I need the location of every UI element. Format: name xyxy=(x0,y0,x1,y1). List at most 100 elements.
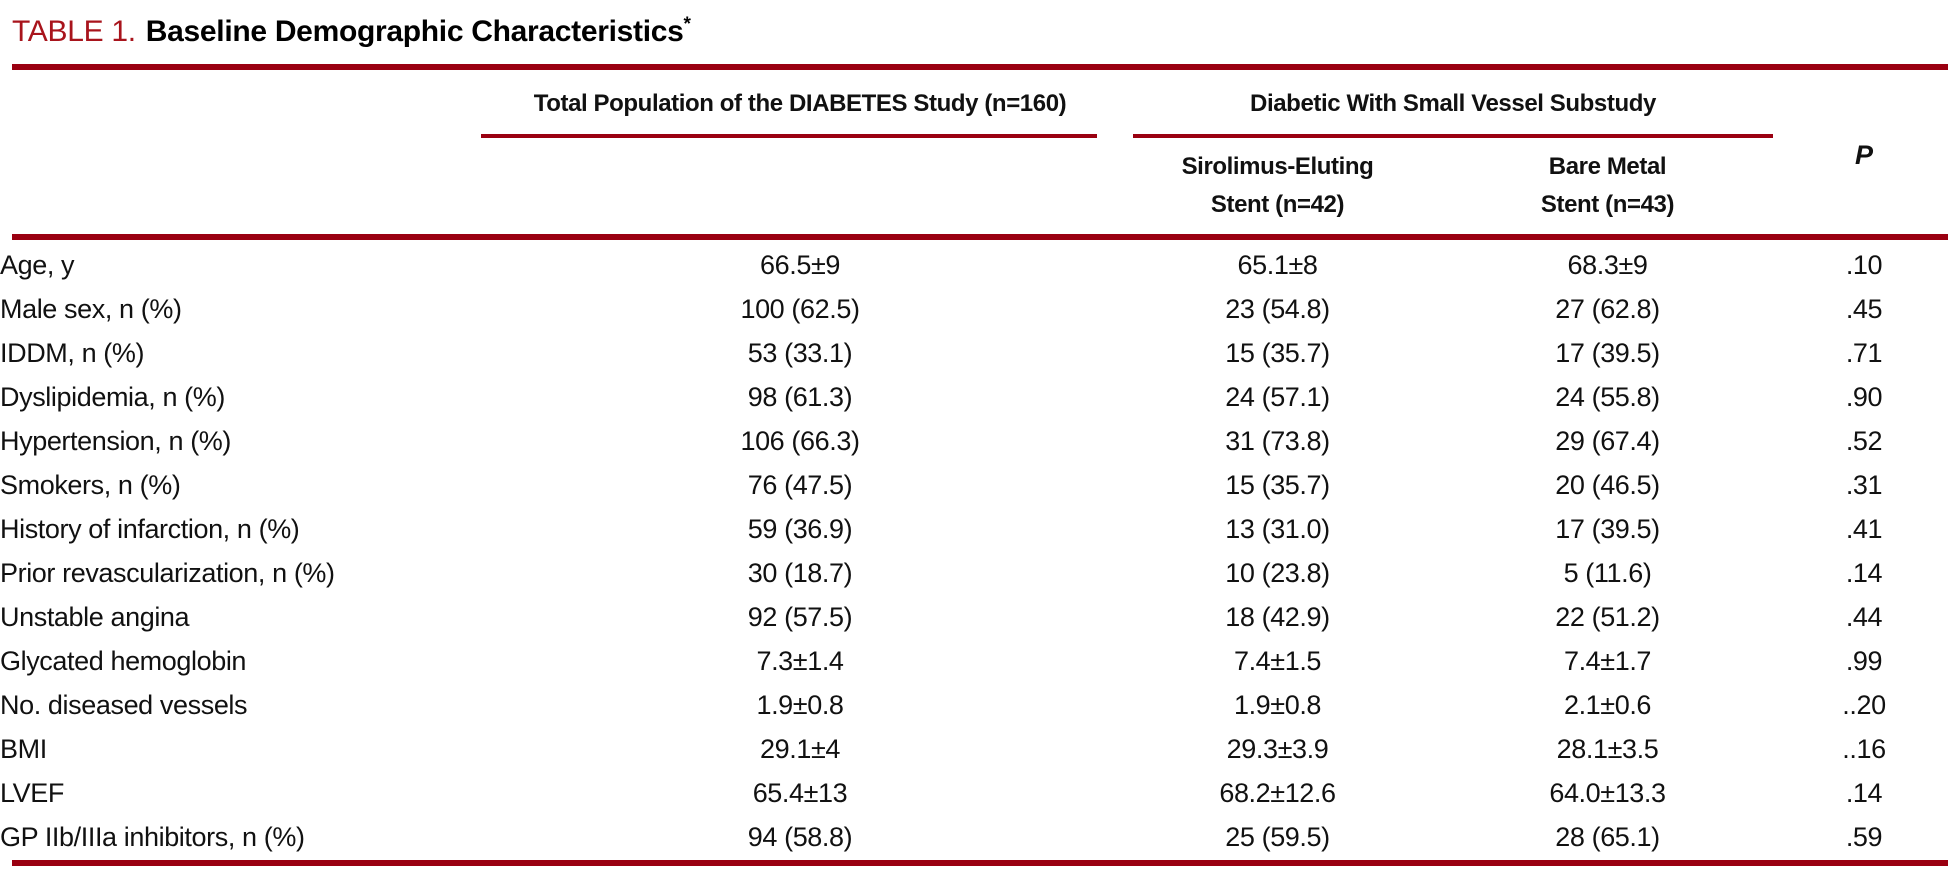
column-group-total-population: Total Population of the DIABETES Study (… xyxy=(533,90,1067,117)
cell-label: Dyslipidemia, n (%) xyxy=(0,381,225,412)
cell-label: GP IIb/IIIa inhibitors, n (%) xyxy=(0,821,305,852)
cell-bms: 28.1±3.5 xyxy=(1556,733,1659,764)
column-header-sirolimus-stent: Sirolimus-Eluting Stent (n=42) xyxy=(1110,148,1445,224)
cell-total: 30 (18.7) xyxy=(747,557,853,588)
cell-total: 59 (36.9) xyxy=(747,513,853,544)
bottom-rule xyxy=(12,860,1948,866)
cell-total: 92 (57.5) xyxy=(747,601,853,632)
cell-ses: 65.1±8 xyxy=(1237,249,1318,280)
table-row: Smokers, n (%) 76 (47.5) 15 (35.7) 20 (46.5… xyxy=(0,463,1958,507)
cell-total: 100 (62.5) xyxy=(740,293,860,324)
cell-ses: 18 (42.9) xyxy=(1225,601,1330,632)
column-header-p-value: P xyxy=(1854,140,1873,170)
cell-bms: 68.3±9 xyxy=(1567,249,1648,280)
cell-ses: 29.3±3.9 xyxy=(1226,733,1329,764)
cell-total: 66.5±9 xyxy=(760,249,840,280)
table-row: Age, y 66.5±9 65.1±8 68.3±9 .10 xyxy=(0,243,1958,287)
table-row: LVEF 65.4±13 68.2±12.6 64.0±13.3 .14 xyxy=(0,771,1958,815)
cell-label: Smokers, n (%) xyxy=(0,469,181,500)
cell-ses: 25 (59.5) xyxy=(1225,821,1330,852)
cell-bms: 29 (67.4) xyxy=(1555,425,1660,456)
cell-ses: 24 (57.1) xyxy=(1225,381,1330,412)
table-row: Unstable angina 92 (57.5) 18 (42.9) 22 (51.… xyxy=(0,595,1958,639)
cell-p: .44 xyxy=(1845,601,1883,632)
cell-label: BMI xyxy=(0,733,47,764)
cell-total: 94 (58.8) xyxy=(747,821,853,852)
cell-bms: 2.1±0.6 xyxy=(1563,689,1652,720)
cell-bms: 64.0±13.3 xyxy=(1549,777,1666,808)
cell-total: 98 (61.3) xyxy=(747,381,853,412)
cell-label: IDDM, n (%) xyxy=(0,337,145,368)
cell-p: .31 xyxy=(1845,469,1883,500)
cell-ses: 7.4±1.5 xyxy=(1233,645,1322,676)
cell-bms: 17 (39.5) xyxy=(1555,513,1660,544)
cell-p: ..20 xyxy=(1842,689,1886,720)
column-header-sirolimus-line1: Sirolimus-Eluting xyxy=(1181,153,1374,180)
column-header-bare-metal-stent: Bare Metal Stent (n=43) xyxy=(1445,148,1770,224)
cell-label: Age, y xyxy=(0,249,75,280)
cell-bms: 7.4±1.7 xyxy=(1563,645,1652,676)
table-row: History of infarction, n (%) 59 (36.9) 13 … xyxy=(0,507,1958,551)
table-row: Male sex, n (%) 100 (62.5) 23 (54.8) 27 (62… xyxy=(0,287,1958,331)
cell-label: Prior revascularization, n (%) xyxy=(0,557,335,588)
column-group-substudy: Diabetic With Small Vessel Substudy xyxy=(1250,90,1656,117)
table-row: Prior revascularization, n (%) 30 (18.7) 1… xyxy=(0,551,1958,595)
cell-total: 76 (47.5) xyxy=(747,469,853,500)
top-rule xyxy=(12,64,1948,70)
cell-total: 65.4±13 xyxy=(752,777,848,808)
cell-bms: 27 (62.8) xyxy=(1555,293,1660,324)
cell-p: .99 xyxy=(1845,645,1883,676)
cell-p: .71 xyxy=(1845,337,1883,368)
cell-ses: 68.2±12.6 xyxy=(1219,777,1336,808)
cell-ses: 13 (31.0) xyxy=(1225,513,1330,544)
cell-p: .52 xyxy=(1845,425,1883,456)
column-header-sirolimus-line2: Stent (n=42) xyxy=(1210,191,1345,218)
table-row: No. diseased vessels 1.9±0.8 1.9±0.8 2.1±0.… xyxy=(0,683,1958,727)
cell-label: Male sex, n (%) xyxy=(0,293,182,324)
cell-p: .10 xyxy=(1845,249,1883,280)
cell-ses: 15 (35.7) xyxy=(1225,337,1330,368)
cell-total: 53 (33.1) xyxy=(747,337,853,368)
table-row: BMI 29.1±4 29.3±3.9 28.1±3.5 ..16 xyxy=(0,727,1958,771)
cell-p: .14 xyxy=(1845,557,1883,588)
cell-bms: 22 (51.2) xyxy=(1555,601,1660,632)
table-row: Hypertension, n (%) 106 (66.3) 31 (73.8) 29… xyxy=(0,419,1958,463)
cell-label: Hypertension, n (%) xyxy=(0,425,231,456)
header-body-separator-rule xyxy=(12,234,1948,240)
table-number-label: TABLE 1. xyxy=(12,15,136,48)
cell-p: .14 xyxy=(1845,777,1883,808)
cell-ses: 15 (35.7) xyxy=(1225,469,1330,500)
column-header-bare-metal-line1: Bare Metal xyxy=(1548,153,1667,180)
table-row: Dyslipidemia, n (%) 98 (61.3) 24 (57.1) 24 … xyxy=(0,375,1958,419)
cell-bms: 20 (46.5) xyxy=(1555,469,1660,500)
cell-p: .45 xyxy=(1845,293,1883,324)
cell-bms: 24 (55.8) xyxy=(1555,381,1660,412)
column-header-bare-metal-line2: Stent (n=43) xyxy=(1540,191,1675,218)
total-population-underline xyxy=(481,134,1097,138)
cell-label: LVEF xyxy=(0,777,64,808)
cell-label: No. diseased vessels xyxy=(0,689,248,720)
table-body: Age, y 66.5±9 65.1±8 68.3±9 .10 Male sex, n (… xyxy=(0,243,1958,859)
cell-ses: 1.9±0.8 xyxy=(1233,689,1322,720)
cell-total: 1.9±0.8 xyxy=(756,689,844,720)
cell-p: .59 xyxy=(1845,821,1883,852)
cell-label: History of infarction, n (%) xyxy=(0,513,300,544)
table-row: IDDM, n (%) 53 (33.1) 15 (35.7) 17 (39.5) .7… xyxy=(0,331,1958,375)
footnote-asterisk: * xyxy=(683,14,691,35)
table-title-text: Baseline Demographic Characteristics xyxy=(145,15,684,48)
substudy-underline xyxy=(1133,134,1773,138)
cell-ses: 23 (54.8) xyxy=(1225,293,1330,324)
cell-p: .90 xyxy=(1845,381,1883,412)
cell-p: .41 xyxy=(1845,513,1883,544)
table-row: Glycated hemoglobin 7.3±1.4 7.4±1.5 7.4±1.7… xyxy=(0,639,1958,683)
table-title: TABLE 1. Baseline Demographic Characteris… xyxy=(12,14,691,49)
cell-label: Unstable angina xyxy=(0,601,190,632)
cell-p: ..16 xyxy=(1842,733,1886,764)
cell-ses: 10 (23.8) xyxy=(1225,557,1330,588)
cell-total: 29.1±4 xyxy=(760,733,840,764)
data-table: Age, y 66.5±9 65.1±8 68.3±9 .10 Male sex, n (… xyxy=(0,243,1958,859)
cell-bms: 5 (11.6) xyxy=(1563,557,1652,588)
cell-bms: 28 (65.1) xyxy=(1555,821,1660,852)
cell-total: 7.3±1.4 xyxy=(756,645,844,676)
